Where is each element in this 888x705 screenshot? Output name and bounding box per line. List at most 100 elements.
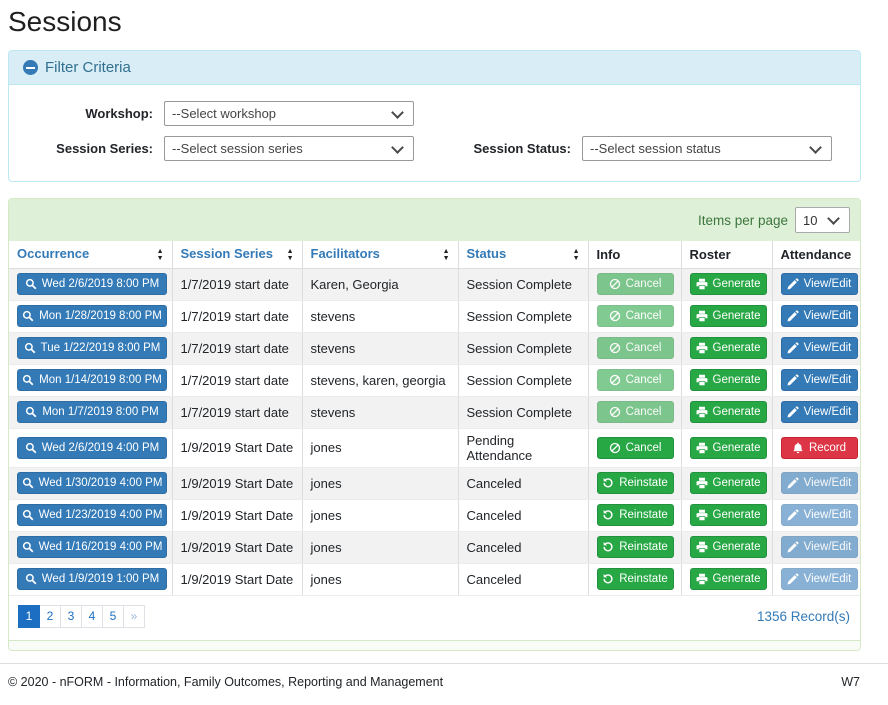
attendance-view-edit-button: View/Edit [780, 472, 858, 495]
filter-criteria-header[interactable]: Filter Criteria [9, 51, 860, 85]
attendance-view-edit-button[interactable]: View/Edit [780, 337, 858, 360]
roster-generate-button[interactable]: Generate [689, 305, 767, 328]
page-button-»[interactable]: » [123, 604, 145, 628]
occurrence-button[interactable]: Wed 1/23/2019 4:00 PM [17, 504, 167, 527]
filter-criteria-title: Filter Criteria [45, 59, 131, 76]
pencil-icon [787, 310, 799, 322]
roster-generate-button[interactable]: Generate [689, 568, 767, 591]
items-per-page-select[interactable]: 10 [795, 207, 850, 233]
column-header-session-series[interactable]: Session Series ▲ ▼ [172, 241, 303, 269]
page-container: Sessions Filter Criteria Workshop: --Sel… [8, 6, 861, 651]
sort-icon[interactable]: ▲ ▼ [442, 248, 450, 263]
info-reinstate-button[interactable]: Reinstate [596, 568, 674, 591]
printer-icon [696, 573, 708, 585]
printer-icon [696, 442, 708, 454]
attendance-view-edit-button[interactable]: View/Edit [780, 305, 858, 328]
roster-generate-button[interactable]: Generate [689, 337, 767, 360]
attendance-view-edit-button-label: View/Edit [803, 406, 852, 419]
collapse-minus-circle-icon[interactable] [23, 60, 38, 75]
sort-icon[interactable]: ▲ ▼ [156, 248, 164, 263]
occurrence-button[interactable]: Mon 1/28/2019 8:00 PM [17, 305, 167, 328]
ban-icon [609, 442, 621, 454]
occurrence-button[interactable]: Wed 2/6/2019 4:00 PM [17, 436, 167, 459]
facilitators-cell: jones [302, 499, 459, 532]
info-reinstate-button-label: Reinstate [619, 541, 668, 554]
attendance-view-edit-button[interactable]: View/Edit [780, 273, 858, 296]
roster-cell: Generate [681, 268, 773, 301]
occurrence-button[interactable]: Tue 1/22/2019 8:00 PM [17, 337, 167, 360]
sessions-table: Occurrence ▲ ▼ Session Series ▲ ▼ Facilitators… [9, 241, 860, 596]
table-toolbar: Items per page 10 [9, 199, 860, 241]
page-button-1[interactable]: 1 [18, 604, 40, 628]
roster-generate-button[interactable]: Generate [689, 536, 767, 559]
search-icon [22, 509, 34, 521]
roster-cell: Generate [681, 332, 773, 365]
page-button-2[interactable]: 2 [39, 604, 61, 628]
filter-criteria-panel: Filter Criteria Workshop: --Select works… [8, 50, 861, 182]
occurrence-button[interactable]: Mon 1/7/2019 8:00 PM [17, 401, 167, 424]
occurrence-button[interactable]: Mon 1/14/2019 8:00 PM [17, 369, 167, 392]
session-series-select[interactable]: --Select session series [164, 136, 414, 161]
info-cancel-button: Cancel [596, 305, 674, 328]
status-cell: Canceled [458, 531, 589, 564]
roster-cell: Generate [681, 563, 773, 596]
attendance-record-button-label: Record [808, 441, 847, 454]
column-header-label: Attendance [780, 246, 852, 262]
info-reinstate-button[interactable]: Reinstate [596, 504, 674, 527]
info-cell: Reinstate [588, 531, 682, 564]
workshop-select[interactable]: --Select workshop [164, 101, 414, 126]
roster-generate-button[interactable]: Generate [689, 401, 767, 424]
roster-generate-button[interactable]: Generate [689, 436, 767, 459]
session-row: Mon 1/28/2019 8:00 PM 1/7/2019 start date… [9, 300, 860, 333]
occurrence-button[interactable]: Wed 1/16/2019 4:00 PM [17, 536, 167, 559]
attendance-cell: View/Edit [772, 467, 860, 500]
roster-generate-button[interactable]: Generate [689, 273, 767, 296]
occurrence-button-label: Wed 2/6/2019 8:00 PM [41, 278, 160, 291]
column-header-status[interactable]: Status ▲ ▼ [458, 241, 589, 269]
occurrence-button[interactable]: Wed 2/6/2019 8:00 PM [17, 273, 167, 296]
facilitators-cell: jones [302, 428, 459, 468]
attendance-view-edit-button[interactable]: View/Edit [780, 401, 858, 424]
attendance-view-edit-button[interactable]: View/Edit [780, 369, 858, 392]
info-cancel-button-label: Cancel [625, 441, 662, 454]
session-status-label: Session Status: [473, 141, 571, 156]
reinstate-icon [602, 541, 614, 553]
status-cell: Session Complete [458, 332, 589, 365]
page-button-5[interactable]: 5 [102, 604, 124, 628]
occurrence-button[interactable]: Wed 1/9/2019 1:00 PM [17, 568, 167, 591]
page-button-4[interactable]: 4 [81, 604, 103, 628]
session-status-select[interactable]: --Select session status [582, 136, 832, 161]
attendance-cell: View/Edit [772, 332, 860, 365]
column-header-occurrence[interactable]: Occurrence ▲ ▼ [9, 241, 173, 269]
roster-cell: Generate [681, 364, 773, 397]
occurrence-button-label: Wed 1/23/2019 4:00 PM [38, 509, 163, 522]
occurrence-cell: Wed 2/6/2019 4:00 PM [9, 428, 173, 468]
info-cell: Reinstate [588, 467, 682, 500]
sort-icon[interactable]: ▲ ▼ [572, 248, 580, 263]
column-header-facilitators[interactable]: Facilitators ▲ ▼ [302, 241, 459, 269]
info-reinstate-button[interactable]: Reinstate [596, 472, 674, 495]
attendance-record-button[interactable]: Record [780, 436, 858, 459]
attendance-view-edit-button-label: View/Edit [803, 509, 852, 522]
info-cancel-button[interactable]: Cancel [596, 436, 674, 459]
roster-generate-button[interactable]: Generate [689, 472, 767, 495]
page-title: Sessions [8, 6, 122, 37]
info-reinstate-button-label: Reinstate [619, 573, 668, 586]
roster-cell: Generate [681, 531, 773, 564]
attendance-view-edit-button-label: View/Edit [803, 310, 852, 323]
page-button-3[interactable]: 3 [60, 604, 82, 628]
attendance-cell: View/Edit [772, 300, 860, 333]
roster-cell: Generate [681, 428, 773, 468]
attendance-cell: View/Edit [772, 499, 860, 532]
occurrence-button[interactable]: Wed 1/30/2019 4:00 PM [17, 472, 167, 495]
roster-generate-button-label: Generate [712, 406, 761, 419]
sort-icon[interactable]: ▲ ▼ [286, 248, 294, 263]
roster-generate-button[interactable]: Generate [689, 369, 767, 392]
roster-generate-button[interactable]: Generate [689, 504, 767, 527]
info-cell: Cancel [588, 300, 682, 333]
pencil-icon [787, 509, 799, 521]
session-row: Tue 1/22/2019 8:00 PM 1/7/2019 start date… [9, 332, 860, 365]
session-row: Wed 1/9/2019 1:00 PM 1/9/2019 Start Date j… [9, 563, 860, 596]
pencil-icon [787, 573, 799, 585]
info-reinstate-button[interactable]: Reinstate [596, 536, 674, 559]
